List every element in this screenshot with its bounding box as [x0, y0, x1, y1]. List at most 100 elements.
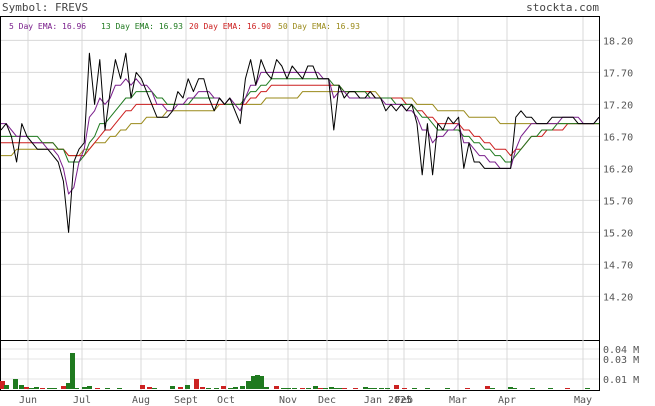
legend-ema5: 5 Day EMA: 16.96: [9, 22, 86, 31]
month-label: Aug: [132, 395, 150, 406]
price-tick-label: 16.70: [603, 132, 633, 143]
volume-bar: [82, 387, 87, 389]
volume-bar: [338, 388, 343, 389]
price-tick-label: 15.70: [603, 196, 633, 207]
volume-bar: [24, 387, 29, 389]
volume-bar: [445, 388, 450, 389]
volume-bar: [548, 388, 553, 389]
volume-bar: [61, 386, 66, 389]
volume-bar: [70, 353, 75, 389]
volume-bar: [13, 379, 18, 389]
volume-bar: [74, 388, 79, 389]
volume-bar: [95, 388, 100, 389]
ema-legend: 5 Day EMA: 16.96 13 Day EMA: 16.93 20 Da…: [9, 22, 360, 31]
legend-ema13: 13 Day EMA: 16.93: [101, 22, 183, 31]
volume-bar: [329, 387, 334, 389]
month-label: Sept: [174, 395, 198, 406]
volume-bar: [255, 375, 260, 389]
volume-bar: [318, 388, 323, 389]
volume-bar: [508, 387, 513, 389]
volume-tick-label: 0.01 M: [603, 375, 639, 386]
price-lines: [0, 52, 600, 233]
price-tick-label: 16.20: [603, 164, 633, 175]
volume-bar: [490, 388, 495, 389]
volume-bar: [306, 388, 311, 389]
month-label: May: [574, 395, 592, 406]
volume-bar: [240, 386, 245, 389]
volume-bar: [313, 386, 318, 389]
volume-bar: [221, 386, 226, 389]
chart-frame: [0, 16, 600, 391]
volume-bar: [40, 388, 45, 389]
month-label: Dec: [318, 395, 336, 406]
price-axis: 18.20 17.70 17.20 16.70 16.20 15.70 15.20 14.70…: [603, 36, 633, 303]
volume-bar: [147, 387, 152, 389]
series-line-price: [0, 52, 600, 233]
volume-bar: [465, 388, 470, 389]
volume-bar: [394, 385, 399, 389]
volume-bar: [379, 388, 384, 389]
month-label: Jun: [19, 395, 37, 406]
volume-bar: [66, 383, 71, 389]
volume-bar: [367, 388, 372, 389]
price-tick-label: 15.20: [603, 228, 633, 239]
volume-bar: [52, 388, 57, 389]
volume-bar: [286, 388, 291, 389]
volume-axis: 0.04 M0.03 M 0.01 M: [603, 345, 639, 386]
volume-bar: [214, 388, 219, 389]
volume-bar: [228, 388, 233, 389]
price-tick-label: 14.20: [603, 292, 633, 303]
volume-bar: [117, 388, 122, 389]
volume-bar: [530, 388, 535, 389]
volume-bar: [29, 388, 34, 389]
volume-bar: [0, 381, 5, 389]
volume-bar: [19, 385, 24, 389]
legend-ema50: 50 Day EMA: 16.93: [278, 22, 360, 31]
volume-bar: [274, 386, 279, 389]
volume-bar: [246, 381, 251, 389]
volume-bar: [485, 386, 490, 389]
volume-bar: [372, 388, 377, 389]
volume-bar: [87, 386, 92, 389]
volume-bar: [47, 388, 52, 389]
volume-bars: [0, 353, 590, 389]
volume-bar: [259, 376, 264, 389]
legend-ema20: 20 Day EMA: 16.90: [189, 22, 271, 31]
volume-bar: [233, 387, 238, 389]
series-line-50-day-ema: [1, 91, 599, 157]
series-line-13-day-ema: [1, 78, 599, 163]
series-line-5-day-ema: [1, 71, 600, 195]
volume-bar: [565, 388, 570, 389]
month-label: Oct: [217, 395, 235, 406]
volume-bar: [585, 388, 590, 389]
volume-bar: [292, 388, 297, 389]
price-tick-label: 17.70: [603, 68, 633, 79]
volume-bar: [185, 385, 190, 389]
volume-bar: [251, 376, 256, 389]
volume-bar: [300, 388, 305, 389]
volume-bar: [334, 388, 339, 389]
volume-bar: [402, 388, 407, 389]
volume-bar: [363, 387, 368, 389]
price-tick-label: 18.20: [603, 36, 633, 47]
volume-bar: [342, 388, 347, 389]
volume-bar: [425, 388, 430, 389]
series-line-20-day-ema: [1, 84, 599, 157]
volume-bar: [353, 388, 358, 389]
month-label: Jan 2025: [364, 395, 412, 406]
volume-bar: [512, 388, 517, 389]
volume-bar: [105, 388, 110, 389]
volume-bar: [264, 387, 269, 389]
brand-link[interactable]: stockta.com: [526, 1, 599, 14]
symbol-label: Symbol: FREVS: [2, 1, 88, 14]
volume-bar: [4, 385, 9, 389]
volume-bar: [170, 386, 175, 389]
volume-bar: [323, 388, 328, 389]
month-label: Jul: [73, 395, 91, 406]
volume-bar: [178, 387, 183, 389]
volume-bar: [281, 388, 286, 389]
volume-bar: [412, 388, 417, 389]
month-label: Nov: [279, 395, 297, 406]
